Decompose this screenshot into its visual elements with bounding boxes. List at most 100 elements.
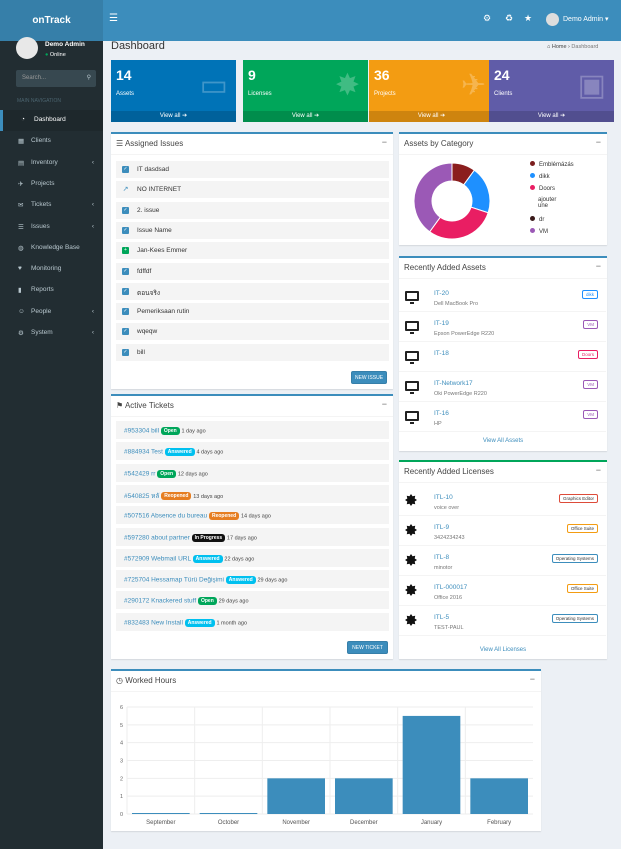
license-name[interactable]: ITL-8	[434, 554, 450, 561]
collapse-icon[interactable]: −	[381, 399, 387, 409]
ticket-row[interactable]: #542429 rr Open 12 days ago	[116, 463, 389, 483]
top-navbar: ☰ ⚙ ♻ ★ Demo Admin ▾	[103, 0, 621, 41]
sidebar-item-reports[interactable]: ▮ Reports	[0, 280, 103, 301]
user-menu[interactable]: Demo Admin ▾	[563, 16, 609, 23]
ticket-title[interactable]: #597280 about partner	[124, 534, 190, 542]
ticket-title[interactable]: #884934 Test	[124, 449, 163, 457]
asset-name[interactable]: IT-20	[434, 290, 449, 297]
view-all-link[interactable]: View all ➔	[489, 111, 614, 122]
asset-name[interactable]: IT-18	[434, 350, 449, 357]
issue-row[interactable]: ✓ Pemeriksaan rutin	[116, 303, 389, 322]
monitor-icon[interactable]: ⚙	[483, 13, 492, 23]
sidebar-search-input[interactable]: Search... ⚲	[16, 70, 96, 87]
legend-item: ajouter une	[538, 197, 566, 209]
view-all-assets-link[interactable]: View All Assets	[482, 438, 524, 444]
collapse-icon[interactable]: −	[595, 137, 601, 147]
license-row[interactable]: ITL-8 minotor Operating Systems	[399, 546, 606, 576]
infobox-label: Clients	[494, 91, 513, 97]
license-type-badge: Office Suite	[566, 584, 598, 593]
ticket-title[interactable]: #953304 bill	[124, 427, 160, 435]
issue-row[interactable]: ✓ wqeqw	[116, 323, 389, 342]
license-name[interactable]: ITL-000017	[434, 584, 468, 591]
certificate-icon	[405, 494, 417, 506]
app-logo[interactable]: onTrack	[0, 0, 103, 41]
asset-row[interactable]: IT-20 Dell MacBook Pro dikk	[399, 282, 606, 312]
issue-row[interactable]: ✓ fdffdf	[116, 262, 389, 281]
sidebar-item-monitoring[interactable]: ♥ Monitoring	[0, 259, 103, 280]
asset-row[interactable]: IT-19 Epson PowerEdge R220 VM	[399, 312, 606, 342]
ticket-title[interactable]: #507516 Absence du bureau	[124, 512, 208, 520]
collapse-icon[interactable]: −	[529, 674, 535, 684]
asset-row[interactable]: IT-16 HP VM	[399, 402, 606, 432]
asset-name[interactable]: IT-19	[434, 320, 449, 327]
ticket-title[interactable]: #832483 New Install	[124, 619, 183, 627]
check-square-icon: ✓	[122, 348, 129, 356]
license-row[interactable]: ITL-10 voice over Graphics Editor	[399, 486, 606, 516]
issue-row[interactable]: ↗ NO INTERNET	[116, 181, 389, 200]
recycle-icon[interactable]: ♻	[505, 13, 514, 23]
sidebar-item-clients[interactable]: ▦ Clients	[0, 131, 103, 152]
license-name[interactable]: ITL-10	[434, 494, 453, 501]
issue-row[interactable]: + Jan-Kees Emmer	[116, 242, 389, 261]
sidebar-item-system[interactable]: ⚙ System ‹	[0, 323, 103, 344]
ticket-row[interactable]: #540825 หลั Reopened 13 days ago	[116, 484, 389, 504]
issue-row[interactable]: ✓ bill	[116, 343, 389, 362]
sidebar-item-issues[interactable]: ☰ Issues ‹	[0, 217, 103, 238]
asset-row[interactable]: IT-18 Doors	[399, 342, 606, 372]
ticket-title[interactable]: #725704 Hessamap Türü Değişimi	[124, 576, 224, 584]
donut-slice-doors	[428, 206, 489, 240]
issue-row[interactable]: ✓ IT dasdsad	[116, 161, 389, 179]
collapse-icon[interactable]: −	[595, 261, 601, 271]
license-name[interactable]: ITL-9	[434, 524, 450, 531]
asset-category-badge: VM	[583, 320, 598, 329]
sidebar-item-projects[interactable]: ✈ Projects	[0, 174, 103, 195]
sidebar-item-knowledge-base[interactable]: ◍ Knowledge Base	[0, 238, 103, 259]
collapse-icon[interactable]: −	[595, 465, 601, 475]
issue-title: 2. issue	[137, 206, 160, 214]
star-icon[interactable]: ★	[524, 13, 533, 23]
view-all-link[interactable]: View all ➔	[243, 111, 368, 122]
recent-licenses-box: Recently Added Licenses − ITL-10 voice ov…	[399, 460, 607, 659]
infobox-count: 9	[248, 67, 256, 83]
ticket-row[interactable]: #572909 Webmail URL Answered 22 days ago	[116, 548, 389, 568]
breadcrumb-home[interactable]: Home	[551, 44, 567, 50]
issue-row[interactable]: ✓ 2. issue	[116, 201, 389, 220]
sidebar-item-people[interactable]: ☺ People ‹	[0, 302, 103, 323]
license-row[interactable]: ITL-5 TEST-PAUL Operating Systems	[399, 606, 606, 636]
issue-row[interactable]: ✓ ตอนจริง	[116, 282, 389, 301]
license-name[interactable]: ITL-5	[434, 614, 450, 621]
ticket-row[interactable]: #507516 Absence du bureau Reopened 14 da…	[116, 506, 389, 526]
ticket-title[interactable]: #290172 Knackered stuff	[124, 598, 197, 606]
menu-toggle-icon[interactable]: ☰	[109, 13, 118, 24]
license-subtitle: Office 2016	[434, 595, 463, 601]
license-row[interactable]: ITL-000017 Office 2016 Office Suite	[399, 576, 606, 606]
asset-name[interactable]: IT-Network17	[434, 380, 473, 387]
new-issue-button[interactable]: NEW ISSUE	[351, 371, 387, 384]
sidebar-item-inventory[interactable]: ▤ Inventory ‹	[0, 153, 103, 174]
view-all-link[interactable]: View all ➔	[111, 111, 236, 122]
infobox-count: 14	[116, 67, 132, 83]
sidebar-item-dashboard[interactable]: ◔ Dashboard	[0, 110, 103, 131]
sidebar-item-tickets[interactable]: ✉ Tickets ‹	[0, 195, 103, 216]
ticket-title[interactable]: #542429 rr	[124, 470, 156, 478]
ticket-row[interactable]: #953304 bill Open 1 day ago	[116, 421, 389, 440]
view-all-link[interactable]: View all ➔	[369, 111, 494, 122]
license-row[interactable]: ITL-9 3424234243 Office Suite	[399, 516, 606, 546]
asset-row[interactable]: IT-Network17 Oki PowerEdge R220 VM	[399, 372, 606, 402]
collapse-icon[interactable]: −	[381, 137, 387, 147]
new-ticket-button[interactable]: NEW TICKET	[347, 641, 388, 654]
search-icon[interactable]: ⚲	[86, 75, 91, 81]
view-all-licenses-link[interactable]: View All Licenses	[479, 647, 527, 653]
assigned-issues-title: ☰ Assigned Issues	[116, 139, 183, 148]
license-type-badge: Graphics Editor	[558, 494, 598, 503]
ticket-row[interactable]: #725704 Hessamap Türü Değişimi Answered …	[116, 570, 389, 590]
ticket-row[interactable]: #290172 Knackered stuff Open 29 days ago	[116, 591, 389, 611]
ticket-title[interactable]: #540825 หลั	[124, 492, 160, 500]
ticket-row[interactable]: #597280 about partner In Progress 17 day…	[116, 527, 389, 547]
asset-name[interactable]: IT-16	[434, 410, 449, 417]
ticket-row[interactable]: #832483 New Install Answered 1 month ago	[116, 612, 389, 632]
ticket-title[interactable]: #572909 Webmail URL	[124, 555, 191, 563]
issue-row[interactable]: ✓ Issue Name	[116, 221, 389, 240]
user-avatar[interactable]	[546, 13, 559, 26]
ticket-row[interactable]: #884934 Test Answered 4 days ago	[116, 442, 389, 462]
